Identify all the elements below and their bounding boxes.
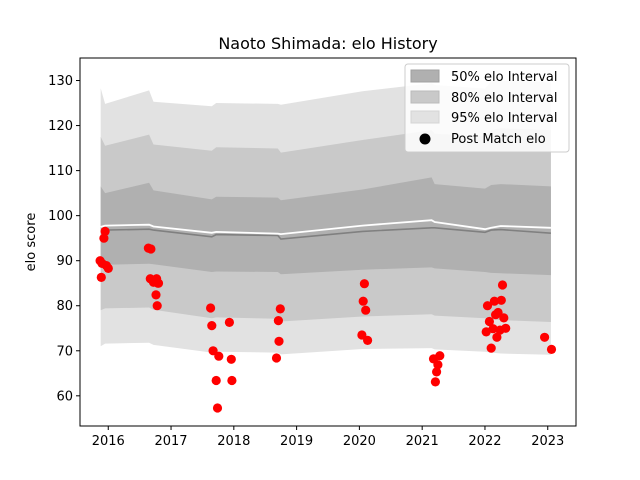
- post-match-elo-point: [275, 304, 285, 314]
- post-match-elo-point: [497, 280, 508, 290]
- post-match-elo-point: [493, 307, 503, 318]
- post-match-elo-point: [358, 296, 368, 306]
- y-axis-label: elo score: [24, 213, 39, 272]
- x-tick-label: 2020: [343, 434, 376, 449]
- x-tick-label: 2019: [280, 434, 313, 449]
- post-match-elo-point: [432, 367, 442, 377]
- post-match-elo-point: [501, 323, 511, 333]
- post-elo-line: [100, 219, 551, 236]
- post-match-elo-point: [499, 313, 509, 323]
- post-match-elo-point: [211, 375, 221, 386]
- x-tick-label: 2023: [531, 434, 564, 449]
- post-match-elo-point: [546, 344, 557, 354]
- post-match-elo-point: [486, 343, 496, 353]
- post-match-elo-point: [226, 354, 236, 364]
- legend-box: [404, 63, 570, 153]
- post-match-elo-point: [271, 353, 282, 363]
- post-match-elo-point: [492, 332, 502, 342]
- legend-swatch-50: [410, 69, 440, 83]
- legend-label-80: 80% elo Interval: [451, 91, 558, 106]
- chart-title: Naoto Shimada: elo History: [218, 34, 437, 53]
- post-match-elo-point: [489, 296, 499, 306]
- post-match-elo-point: [273, 316, 283, 326]
- y-tick-label: 70: [56, 344, 73, 359]
- post-match-elo-point: [496, 295, 506, 305]
- y-tick-label: 120: [48, 119, 73, 134]
- band-50-interval: [100, 177, 551, 276]
- x-axis: 2016 2017 2018 2019 2020 2021 2022 2023: [92, 426, 564, 449]
- x-tick-label: 2021: [406, 434, 439, 449]
- post-match-elo-point: [481, 327, 491, 337]
- post-match-elo-point: [207, 321, 217, 331]
- legend-label-95: 95% elo Interval: [451, 111, 558, 126]
- legend-marker-points: [419, 133, 431, 145]
- y-tick-label: 100: [48, 209, 73, 224]
- post-match-elo-point: [482, 301, 493, 311]
- post-match-elo-point: [152, 301, 162, 311]
- post-match-elo-point: [214, 351, 224, 361]
- post-match-elo-point: [430, 377, 440, 387]
- y-tick-label: 90: [56, 254, 73, 269]
- x-tick-label: 2022: [468, 434, 501, 449]
- post-match-elo-point: [100, 226, 110, 236]
- legend-label-50: 50% elo Interval: [451, 70, 558, 85]
- y-axis: 60 70 80 90 100 110 120 130: [48, 74, 80, 404]
- post-match-elo-point: [357, 330, 367, 340]
- post-match-elo-point: [96, 272, 106, 282]
- plot-frame: [79, 57, 577, 427]
- x-tick-label: 2017: [154, 434, 187, 449]
- post-match-elo-point: [274, 336, 284, 346]
- post-match-elo-point: [206, 303, 216, 313]
- legend-label-points: Post Match elo: [451, 132, 546, 147]
- mean-elo-line: [100, 227, 551, 240]
- post-match-elo-point: [540, 332, 550, 342]
- post-match-elo-point: [224, 317, 234, 327]
- post-match-elo-point: [146, 244, 156, 254]
- x-tick-label: 2016: [92, 434, 125, 449]
- legend-swatch-95: [410, 110, 440, 124]
- x-tick-label: 2018: [217, 434, 250, 449]
- legend: 50% elo Interval 80% elo Interval 95% el…: [404, 63, 570, 153]
- post-match-elo-point: [435, 351, 445, 361]
- y-tick-label: 110: [48, 164, 73, 179]
- post-match-elo-point: [153, 278, 164, 288]
- post-match-elo-point: [363, 335, 373, 345]
- post-match-elo-point: [151, 290, 161, 300]
- y-tick-label: 60: [56, 389, 73, 404]
- y-tick-label: 80: [56, 299, 73, 314]
- post-match-elo-point: [212, 403, 223, 413]
- post-match-elo-point: [488, 324, 498, 334]
- post-match-elo-point: [103, 263, 113, 273]
- post-match-elo-point: [208, 346, 218, 356]
- post-match-elo-point: [361, 305, 371, 315]
- post-match-elo-point: [99, 233, 109, 243]
- post-match-elo-point: [484, 316, 494, 327]
- post-match-elo-point: [359, 279, 369, 289]
- y-tick-label: 130: [48, 74, 73, 89]
- post-match-elo-point: [433, 360, 443, 370]
- post-match-elo-point: [227, 375, 237, 386]
- legend-swatch-80: [410, 90, 440, 104]
